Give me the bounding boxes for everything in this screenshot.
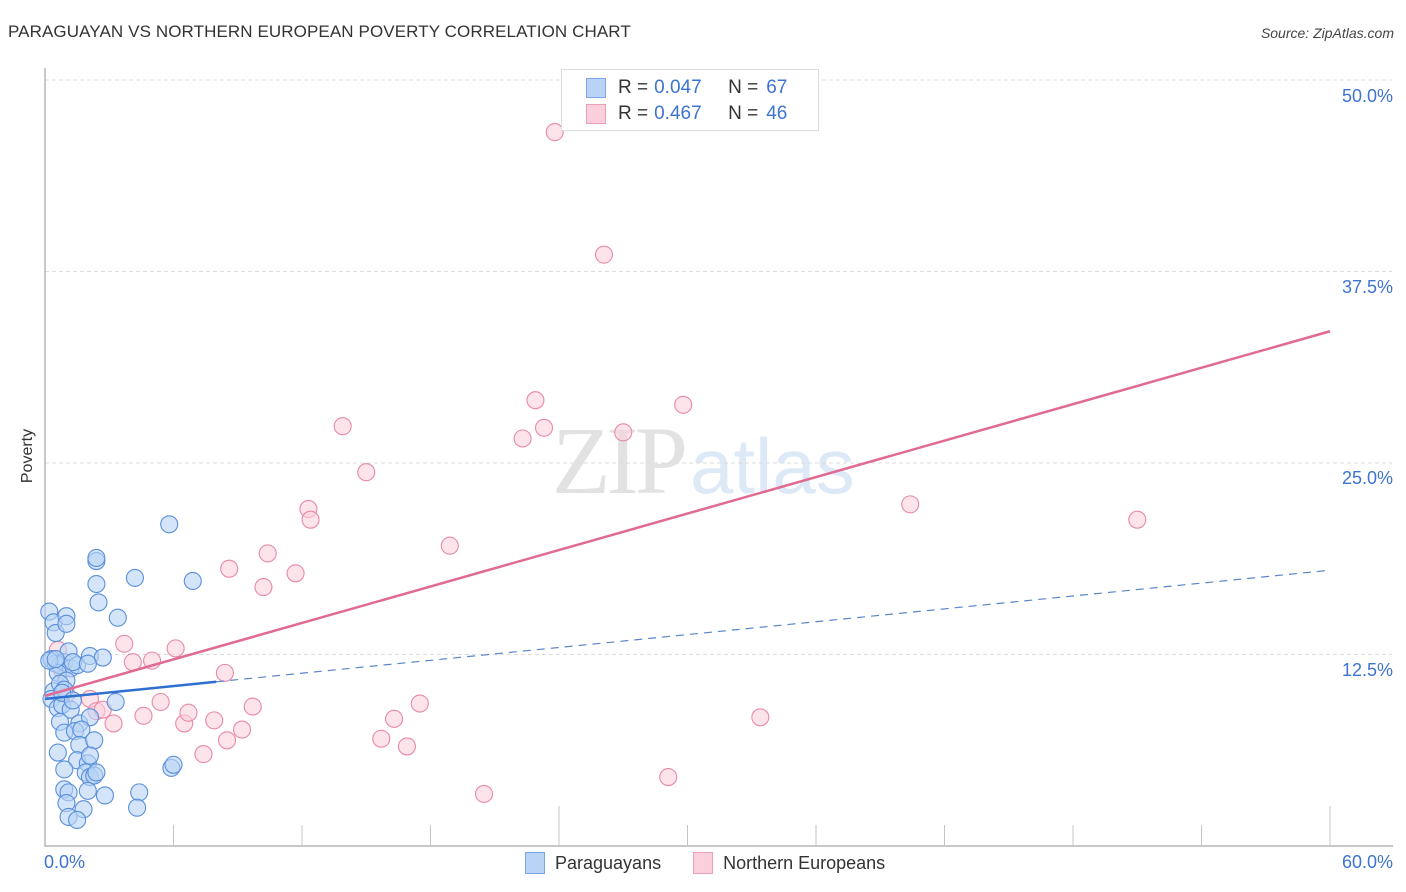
x-tick-min: 0.0%	[44, 852, 86, 872]
data-point	[166, 639, 185, 658]
legend-swatch-blue	[586, 78, 606, 98]
legend-n-value: 67	[766, 77, 788, 98]
legend-r-value: 0.047	[654, 77, 702, 98]
trend-line-paraguayans-extrapolated	[216, 569, 1331, 683]
data-point	[440, 536, 459, 555]
legend-item-paraguayans[interactable]: Paraguayans	[525, 852, 661, 874]
data-point	[215, 663, 234, 682]
data-point	[130, 783, 149, 802]
data-point	[89, 593, 108, 612]
series-legend: Paraguayans Northern Europeans	[525, 852, 917, 874]
series-northern-europeans	[48, 123, 1147, 803]
y-tick-12-5: 12.5%	[1341, 660, 1393, 680]
data-point	[48, 743, 67, 762]
legend-r-value: 0.467	[654, 103, 702, 124]
data-point	[243, 697, 262, 716]
data-point	[55, 760, 74, 779]
data-point	[901, 495, 920, 514]
data-point	[301, 510, 320, 529]
data-point	[160, 515, 179, 534]
data-point	[106, 692, 125, 712]
data-point	[232, 720, 252, 739]
data-point	[220, 559, 239, 578]
legend-n-value: 46	[766, 103, 788, 124]
legend-swatch-pink	[693, 852, 714, 874]
data-point	[95, 786, 115, 805]
trend-line-northern-europeans	[44, 330, 1331, 698]
data-point	[87, 763, 106, 782]
data-point	[357, 463, 376, 482]
source-credit: Source: ZipAtlas.com	[1260, 25, 1394, 41]
data-point	[115, 634, 134, 653]
data-point	[87, 574, 106, 594]
y-tick-50: 50.0%	[1341, 86, 1393, 106]
data-point	[372, 729, 391, 748]
gridlines	[45, 79, 1392, 655]
axes	[44, 68, 1393, 847]
data-point	[545, 123, 564, 142]
data-point	[151, 692, 170, 712]
y-axis-label: Poverty	[19, 428, 36, 484]
data-point	[410, 694, 429, 713]
correlation-legend: R = 0.047 N = 67 R = 0.467 N = 46	[561, 69, 819, 131]
data-point	[513, 429, 532, 448]
data-point	[397, 737, 416, 756]
legend-label-paraguayans: Paraguayans	[555, 852, 662, 873]
data-point	[286, 564, 305, 583]
data-point	[594, 245, 614, 264]
data-point	[78, 781, 97, 800]
trend-line-paraguayans	[44, 680, 217, 701]
legend-swatch-blue	[525, 852, 545, 874]
y-tick-37-5: 37.5%	[1341, 277, 1393, 297]
data-point	[85, 731, 104, 750]
trend-lines	[44, 330, 1331, 701]
data-point	[80, 708, 100, 727]
legend-r-label: R =	[618, 77, 649, 98]
data-point	[68, 810, 87, 830]
legend-r-label: R =	[618, 103, 649, 124]
data-point	[78, 654, 97, 673]
data-point	[254, 578, 273, 597]
data-point	[87, 548, 106, 568]
data-point	[1128, 510, 1147, 529]
data-point	[534, 418, 554, 437]
y-tick-25: 25.0%	[1341, 468, 1393, 488]
data-point	[474, 784, 494, 803]
data-point	[134, 706, 153, 725]
data-point	[217, 731, 237, 750]
data-point	[194, 745, 213, 764]
series-paraguayans	[40, 515, 202, 830]
data-point	[164, 755, 183, 774]
data-point	[104, 714, 123, 733]
x-tick-max: 60.0%	[1341, 852, 1393, 872]
legend-row-paraguayans: R = 0.047 N = 67	[586, 77, 787, 99]
legend-label-northern-europeans: Northern Europeans	[723, 852, 886, 873]
legend-item-northern-europeans[interactable]: Northern Europeans	[693, 852, 885, 874]
data-point	[333, 417, 352, 436]
data-point	[46, 650, 65, 669]
data-point	[63, 653, 82, 672]
data-point	[205, 711, 224, 730]
data-point	[258, 544, 277, 563]
data-point	[659, 768, 678, 787]
data-point	[57, 614, 76, 633]
chart-title: PARAGUAYAN VS NORTHERN EUROPEAN POVERTY …	[8, 22, 631, 41]
legend-n-label: N =	[728, 77, 759, 98]
data-point	[751, 708, 770, 727]
data-point	[385, 709, 404, 728]
data-point	[125, 568, 144, 587]
legend-n-label: N =	[728, 103, 759, 124]
legend-row-northern-europeans: R = 0.467 N = 46	[586, 103, 787, 125]
data-point	[108, 608, 127, 627]
data-point	[128, 798, 147, 817]
data-point	[80, 746, 100, 765]
data-point	[674, 395, 693, 414]
data-point	[179, 703, 198, 722]
data-point	[614, 423, 633, 442]
legend-swatch-pink	[586, 104, 606, 124]
data-point	[526, 391, 545, 410]
data-point	[183, 571, 202, 591]
